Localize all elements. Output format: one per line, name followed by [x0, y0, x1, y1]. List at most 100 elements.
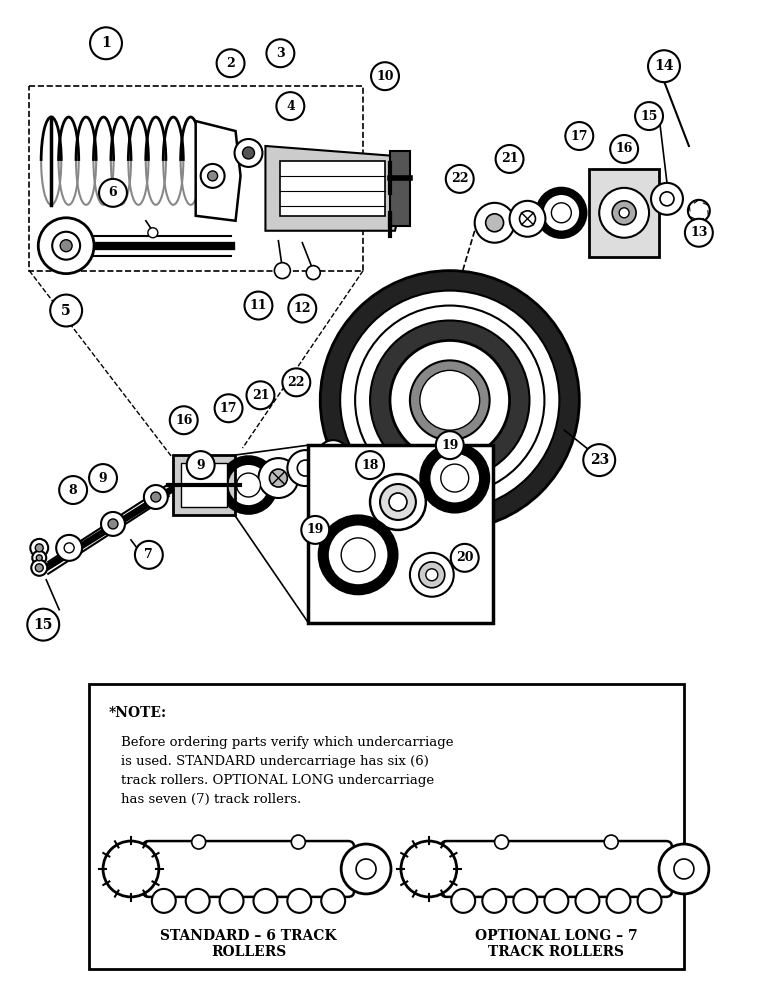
Circle shape: [380, 484, 416, 520]
Circle shape: [301, 516, 329, 544]
Circle shape: [289, 295, 317, 322]
Text: *NOTE:: *NOTE:: [109, 706, 167, 720]
Circle shape: [419, 562, 445, 588]
Circle shape: [32, 551, 46, 565]
Circle shape: [90, 27, 122, 59]
Circle shape: [544, 889, 568, 913]
Circle shape: [287, 889, 311, 913]
Circle shape: [410, 553, 454, 597]
Circle shape: [246, 381, 274, 409]
Circle shape: [317, 440, 349, 472]
Circle shape: [635, 102, 663, 130]
Circle shape: [191, 835, 205, 849]
Circle shape: [266, 39, 294, 67]
Text: 10: 10: [376, 70, 394, 83]
Text: 6: 6: [109, 186, 117, 199]
Circle shape: [36, 544, 43, 552]
Circle shape: [306, 266, 320, 280]
Circle shape: [410, 360, 489, 440]
Circle shape: [341, 844, 391, 894]
Circle shape: [401, 841, 457, 897]
Circle shape: [135, 541, 163, 569]
Text: 19: 19: [441, 439, 459, 452]
Circle shape: [59, 476, 87, 504]
Circle shape: [436, 431, 464, 459]
Circle shape: [584, 444, 615, 476]
Circle shape: [274, 263, 290, 279]
Circle shape: [445, 165, 474, 193]
Text: 13: 13: [690, 226, 708, 239]
Text: 16: 16: [175, 414, 192, 427]
FancyBboxPatch shape: [143, 841, 354, 897]
Circle shape: [482, 889, 506, 913]
Circle shape: [152, 889, 176, 913]
Circle shape: [236, 473, 260, 497]
Circle shape: [451, 544, 479, 572]
Circle shape: [208, 171, 218, 181]
Circle shape: [660, 192, 674, 206]
Circle shape: [688, 200, 709, 222]
Circle shape: [390, 340, 510, 460]
Text: 9: 9: [99, 472, 107, 485]
Circle shape: [355, 306, 544, 495]
Text: 2: 2: [226, 57, 235, 70]
Circle shape: [297, 460, 313, 476]
Polygon shape: [195, 121, 241, 221]
Circle shape: [420, 370, 479, 430]
Text: 17: 17: [220, 402, 237, 415]
Circle shape: [201, 164, 225, 188]
Circle shape: [651, 183, 683, 215]
Circle shape: [674, 859, 694, 879]
Circle shape: [144, 485, 168, 509]
Circle shape: [607, 889, 631, 913]
FancyBboxPatch shape: [441, 841, 672, 897]
Circle shape: [291, 835, 305, 849]
Circle shape: [27, 609, 59, 641]
Text: 8: 8: [69, 484, 77, 497]
Text: 19: 19: [306, 523, 324, 536]
Circle shape: [242, 147, 255, 159]
Circle shape: [235, 139, 262, 167]
Text: 15: 15: [33, 618, 53, 632]
Circle shape: [215, 394, 242, 422]
Circle shape: [486, 214, 503, 232]
Text: 9: 9: [196, 459, 205, 472]
Circle shape: [108, 519, 118, 529]
Circle shape: [341, 538, 375, 572]
Circle shape: [389, 493, 407, 511]
Circle shape: [269, 469, 287, 487]
Bar: [589, 169, 659, 257]
Circle shape: [565, 122, 593, 150]
Circle shape: [56, 535, 82, 561]
Circle shape: [619, 208, 629, 218]
Text: OPTIONAL LONG – 7
TRACK ROLLERS: OPTIONAL LONG – 7 TRACK ROLLERS: [475, 929, 638, 959]
Text: 16: 16: [615, 142, 633, 155]
Circle shape: [36, 564, 43, 572]
Circle shape: [287, 450, 323, 486]
Circle shape: [36, 555, 42, 561]
Circle shape: [520, 211, 536, 227]
Circle shape: [496, 145, 523, 173]
Circle shape: [245, 292, 273, 320]
Circle shape: [610, 135, 638, 163]
Text: 21: 21: [501, 152, 518, 165]
Bar: [308, 445, 493, 623]
Circle shape: [259, 458, 298, 498]
Bar: [29, 86, 363, 271]
Circle shape: [648, 50, 680, 82]
Circle shape: [276, 92, 304, 120]
Circle shape: [89, 464, 117, 492]
Text: 17: 17: [571, 130, 588, 143]
Circle shape: [327, 449, 340, 463]
Circle shape: [219, 889, 243, 913]
Circle shape: [612, 201, 636, 225]
Circle shape: [371, 62, 399, 90]
Circle shape: [148, 228, 157, 238]
Text: 11: 11: [249, 299, 267, 312]
Text: 21: 21: [252, 389, 269, 402]
Circle shape: [356, 859, 376, 879]
Circle shape: [659, 844, 709, 894]
Text: 1: 1: [101, 36, 111, 50]
Circle shape: [370, 474, 426, 530]
Circle shape: [426, 569, 438, 581]
